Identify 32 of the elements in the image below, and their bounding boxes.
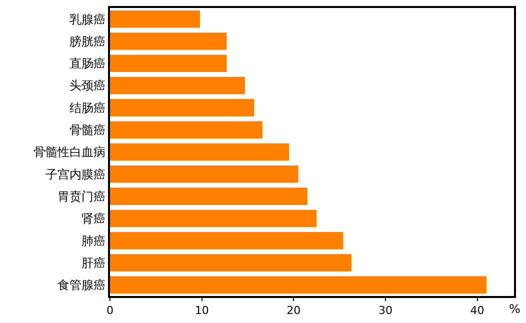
y-tick-label: 肾癌 <box>82 212 106 226</box>
y-tick-label: 子宫内膜癌 <box>46 167 106 182</box>
y-tick-label: 直肠癌 <box>70 56 106 71</box>
bar <box>110 276 486 294</box>
bar <box>110 10 200 28</box>
bar <box>110 99 254 116</box>
bar <box>110 166 298 183</box>
x-tick-label: 40 <box>470 304 484 318</box>
y-tick-label: 头颈癌 <box>70 78 106 93</box>
y-tick-label: 食管腺癌 <box>58 278 106 292</box>
x-tick-label: 10 <box>194 304 209 318</box>
x-tick-label: 30 <box>378 304 392 318</box>
bar <box>110 76 245 94</box>
bar <box>110 54 227 72</box>
y-tick-label: 骨髓性白血病 <box>34 145 106 160</box>
y-tick-label: 肝癌 <box>82 256 106 270</box>
y-tick-label: 乳腺癌 <box>70 12 106 26</box>
x-axis-title: % <box>509 302 520 316</box>
y-tick-label: 结肠癌 <box>70 100 106 115</box>
bar <box>110 188 308 205</box>
bar <box>110 143 290 161</box>
x-tick-label: 20 <box>286 304 301 318</box>
y-tick-label: 膀胱癌 <box>70 34 106 48</box>
x-tick-label: 0 <box>106 304 114 318</box>
bar <box>110 121 262 138</box>
bar <box>110 254 352 272</box>
y-tick-label: 肺癌 <box>82 234 106 248</box>
bar <box>110 32 227 50</box>
y-tick-label: 胃贲门癌 <box>58 190 106 204</box>
y-tick-label: 骨髓癌 <box>70 123 106 138</box>
bar <box>110 210 317 228</box>
bar <box>110 232 344 250</box>
